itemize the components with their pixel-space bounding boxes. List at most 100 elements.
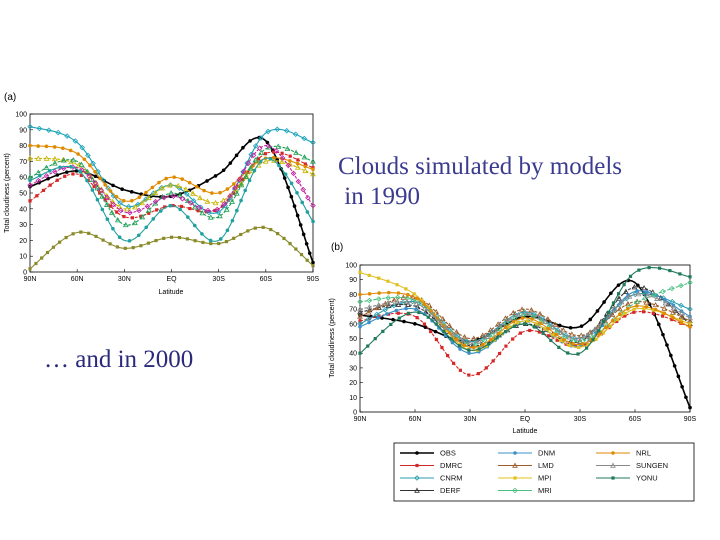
x-tick-label: 60N <box>71 276 84 283</box>
series-marker <box>486 342 491 346</box>
series-marker <box>44 144 49 149</box>
series-marker <box>247 165 254 171</box>
series-marker <box>101 238 105 242</box>
series-marker <box>283 172 288 176</box>
series-marker <box>218 190 222 195</box>
series-marker <box>36 144 41 148</box>
legend-swatch-marker <box>610 462 616 468</box>
series-marker <box>502 315 509 321</box>
series-marker <box>429 329 433 334</box>
series-marker <box>554 327 561 333</box>
series-marker <box>170 193 177 199</box>
series-marker <box>358 351 362 355</box>
series-marker <box>489 332 496 338</box>
series-marker <box>103 198 107 202</box>
series-marker <box>187 180 192 185</box>
series-marker <box>85 178 89 183</box>
series-marker <box>190 198 197 204</box>
series-marker <box>82 157 87 162</box>
series-marker <box>257 145 263 152</box>
series-marker <box>656 322 661 327</box>
x-tick-label: 30N <box>118 276 131 283</box>
series-marker <box>258 135 264 141</box>
series-marker <box>645 292 651 298</box>
series-marker <box>663 298 667 302</box>
series-marker <box>358 270 362 274</box>
series-marker <box>55 178 59 182</box>
legend-entry-mri: MRI <box>538 486 552 495</box>
series-marker <box>187 200 194 206</box>
series-marker <box>221 200 228 207</box>
legend-swatch-marker <box>414 475 420 481</box>
series-marker <box>467 351 471 355</box>
series-marker <box>578 332 585 338</box>
series-marker <box>366 304 373 310</box>
series-marker <box>135 201 141 208</box>
series-marker <box>422 322 427 326</box>
series-marker <box>367 292 372 296</box>
series-marker <box>127 209 133 216</box>
series-marker <box>132 204 138 210</box>
y-tick-label: 30 <box>349 365 357 372</box>
series-marker <box>512 311 519 318</box>
series-marker <box>433 329 438 334</box>
series-model-6 <box>28 225 315 271</box>
series-marker <box>661 305 668 311</box>
series-marker <box>628 274 633 278</box>
series-marker <box>476 371 480 376</box>
series-marker <box>643 299 650 305</box>
series-marker <box>78 161 85 167</box>
series-marker <box>546 334 550 338</box>
series-marker <box>311 167 315 172</box>
series-marker <box>43 164 50 170</box>
series-marker <box>450 331 456 337</box>
series-marker <box>669 285 675 292</box>
series-marker <box>373 337 377 341</box>
legend-swatch-marker <box>414 487 420 493</box>
series-marker <box>225 228 230 233</box>
series-marker <box>528 306 535 313</box>
series-marker <box>307 251 312 255</box>
series-marker <box>458 347 462 351</box>
series-marker <box>35 155 42 161</box>
series-marker <box>616 292 621 296</box>
series-marker <box>283 128 290 134</box>
y-tick-label: 70 <box>19 159 27 166</box>
series-marker <box>609 291 613 296</box>
series-marker <box>210 191 214 195</box>
series-marker <box>310 202 316 209</box>
series-marker <box>273 148 280 154</box>
caption-2000: … and in 2000 <box>44 346 194 373</box>
series-marker <box>196 209 200 213</box>
series-marker <box>72 138 79 144</box>
series-marker <box>557 345 561 349</box>
series-marker <box>118 207 124 214</box>
series-marker <box>232 182 236 186</box>
series-marker <box>304 241 309 246</box>
series-marker <box>618 298 625 305</box>
x-tick-label: 90S <box>307 276 320 283</box>
series-marker <box>131 219 138 226</box>
series-marker <box>177 235 182 240</box>
series-marker <box>647 266 651 270</box>
series-marker <box>632 310 636 314</box>
series-marker <box>117 200 123 206</box>
y-tick-label: 70 <box>349 307 357 314</box>
series-marker <box>678 282 684 289</box>
series-marker <box>519 306 525 312</box>
series-marker <box>549 338 553 343</box>
series-marker <box>367 320 371 325</box>
legend-entry-derf: DERF <box>440 486 461 495</box>
series-marker <box>463 337 469 344</box>
series-marker <box>139 244 143 248</box>
series-marker <box>152 198 159 205</box>
series-marker <box>231 191 236 195</box>
series-marker <box>167 182 173 188</box>
series-marker <box>269 227 273 232</box>
series-marker <box>609 311 616 318</box>
series-marker <box>105 185 111 191</box>
x-tick-label: 30S <box>574 416 587 423</box>
series-marker <box>520 316 525 320</box>
legend-swatch-marker <box>512 462 518 468</box>
